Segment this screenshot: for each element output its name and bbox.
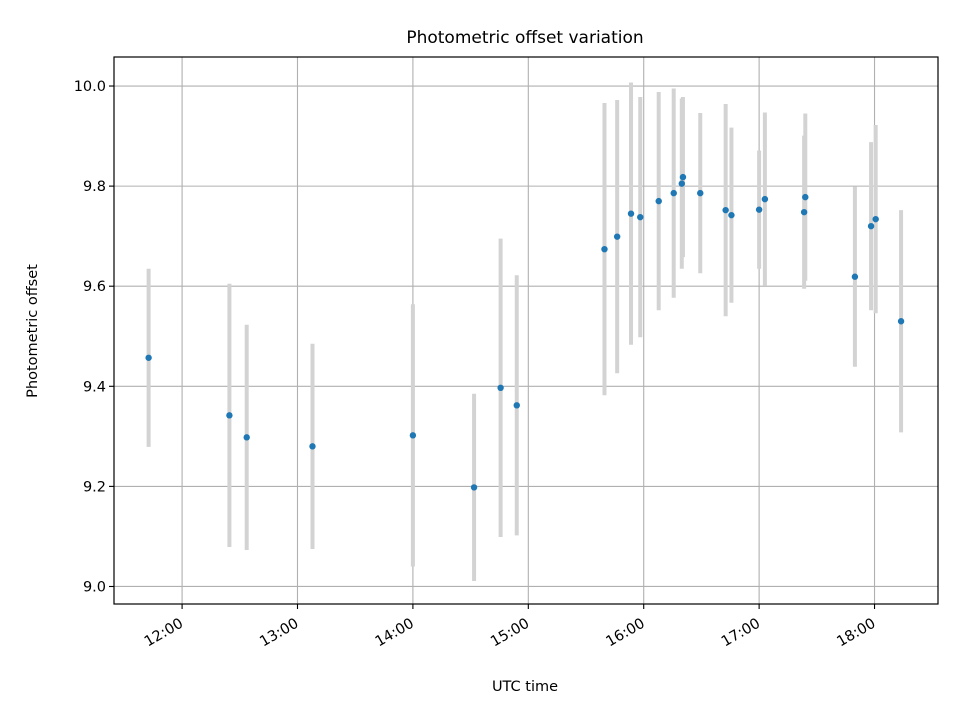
x-tick-label: 14:00 (373, 616, 417, 651)
data-point (678, 180, 685, 187)
error-bars (146, 82, 904, 581)
data-point (497, 384, 504, 392)
data-point (409, 432, 417, 439)
data-point (670, 189, 677, 197)
data-point (679, 173, 687, 181)
data-point (722, 206, 729, 214)
data-point (309, 443, 316, 450)
data-point (145, 354, 152, 361)
x-tick-label: 12:00 (142, 616, 186, 651)
data-point (728, 211, 735, 219)
data-point (655, 197, 662, 205)
x-tick-label: 18:00 (834, 616, 878, 651)
y-tick-label: 9.8 (83, 179, 106, 195)
data-point (627, 210, 635, 217)
y-tick-label: 9.0 (83, 579, 106, 595)
data-points (145, 173, 905, 491)
data-point (897, 318, 905, 325)
data-point (243, 434, 250, 441)
data-point (802, 193, 809, 201)
y-tick-label: 9.2 (83, 479, 106, 495)
x-tick-label: 16:00 (604, 616, 648, 651)
data-point (697, 189, 704, 197)
x-axis-label: UTC time (492, 679, 558, 695)
x-tick-label: 13:00 (257, 616, 301, 651)
data-point (755, 206, 763, 213)
y-tick-label: 10.0 (74, 79, 106, 95)
data-point (872, 215, 879, 223)
data-point (851, 273, 859, 280)
chart-title: Photometric offset variation (406, 28, 643, 48)
data-point (601, 245, 608, 253)
data-point (800, 208, 808, 216)
plot-area-frame (113, 56, 939, 605)
data-point (867, 222, 875, 230)
grid (114, 57, 938, 604)
y-tick-label: 9.4 (83, 379, 106, 395)
x-tick-label: 15:00 (488, 616, 532, 651)
data-point (613, 233, 621, 240)
y-axis-label: Photometric offset (25, 264, 41, 398)
data-point (470, 484, 478, 491)
data-point (637, 213, 644, 221)
y-tick-label: 9.6 (83, 279, 106, 295)
data-point (513, 402, 520, 409)
x-tick-label: 17:00 (719, 616, 763, 651)
data-point (226, 412, 233, 419)
data-point (761, 195, 769, 203)
